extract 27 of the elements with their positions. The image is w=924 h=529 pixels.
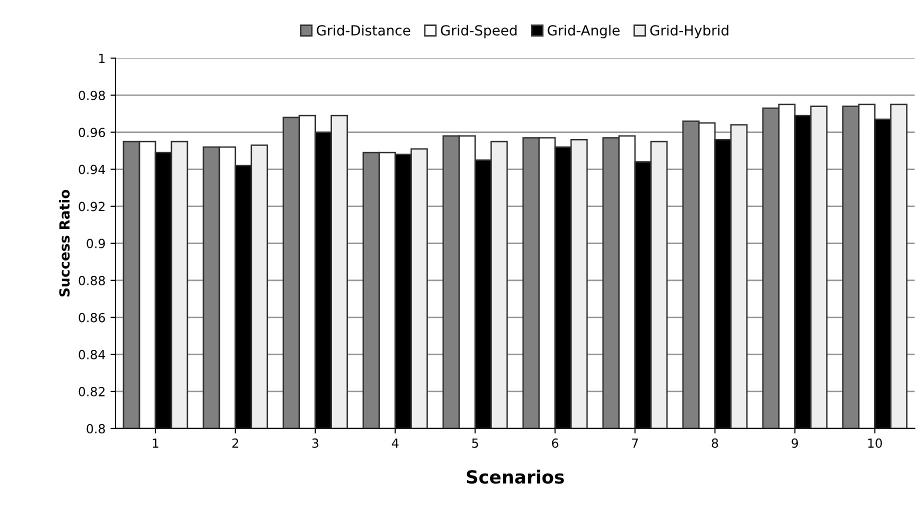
y-tick-label: 0.94	[78, 164, 106, 174]
y-tick-label: 0.98	[78, 90, 105, 100]
x-tick-label: 8	[712, 438, 718, 448]
x-tick-label: 6	[552, 438, 558, 448]
y-tick-label: 0.82	[78, 386, 105, 396]
x-tick-label: 3	[312, 438, 318, 448]
y-tick-label: 0.9	[86, 238, 105, 248]
y-tick-label: 0.96	[78, 128, 105, 138]
legend-label: Grid-Distance	[316, 24, 410, 36]
x-tick-label: 1	[152, 438, 158, 448]
legend-label: Grid-Hybrid	[650, 24, 728, 38]
x-tick-label: 4	[392, 438, 399, 448]
x-axis-title: Scenarios	[466, 470, 564, 484]
x-tick-label: 2	[232, 438, 238, 448]
legend-label: Grid-Speed	[440, 24, 517, 38]
legend-label: Grid-Angle	[548, 24, 620, 38]
y-axis-title: Success Ratio	[58, 190, 70, 296]
y-tick-label: 0.84	[78, 350, 106, 360]
y-tick-label: 0.92	[78, 202, 105, 212]
y-tick-label: 0.86	[78, 312, 105, 322]
x-tick-label: 9	[792, 438, 798, 448]
y-tick-label: 0.88	[78, 276, 105, 286]
y-tick-label: 1	[99, 54, 105, 63]
x-tick-label: 7	[632, 438, 638, 448]
y-tick-label: 0.8	[86, 424, 105, 434]
x-tick-label: 10	[868, 438, 882, 448]
x-tick-label: 5	[472, 438, 478, 448]
